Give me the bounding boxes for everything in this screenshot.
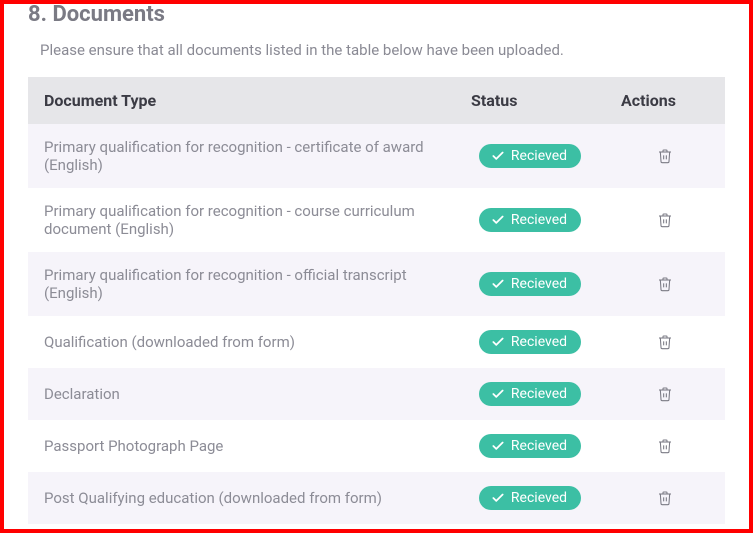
table-row: Primary qualification for recognition - … (28, 188, 725, 252)
document-actions-cell (605, 188, 725, 252)
status-label: Recieved (511, 439, 567, 453)
delete-button[interactable] (653, 382, 677, 406)
column-header-actions: Actions (605, 77, 725, 124)
table-row: Passport Photograph Page Recieved (28, 420, 725, 472)
check-icon (491, 491, 505, 505)
status-label: Recieved (511, 387, 567, 401)
column-header-status: Status (455, 77, 605, 124)
delete-button[interactable] (653, 272, 677, 296)
check-icon (491, 439, 505, 453)
document-status-cell: Recieved (455, 368, 605, 420)
check-icon (491, 387, 505, 401)
document-status-cell: Recieved (455, 316, 605, 368)
section-instructions: Please ensure that all documents listed … (40, 41, 725, 59)
trash-icon (657, 490, 673, 506)
document-status-cell: Recieved (455, 472, 605, 524)
table-row: Qualification (downloaded from form) Rec… (28, 316, 725, 368)
table-row: Primary qualification for recognition - … (28, 252, 725, 316)
document-type-cell: Primary qualification for recognition - … (28, 252, 455, 316)
trash-icon (657, 386, 673, 402)
trash-icon (657, 212, 673, 228)
document-type-cell: Declaration (28, 368, 455, 420)
documents-table: Document Type Status Actions Primary qua… (28, 77, 725, 524)
table-row: Post Qualifying education (downloaded fr… (28, 472, 725, 524)
document-actions-cell (605, 316, 725, 368)
status-badge: Recieved (479, 486, 581, 510)
status-label: Recieved (511, 149, 567, 163)
document-status-cell: Recieved (455, 420, 605, 472)
column-header-type: Document Type (28, 77, 455, 124)
check-icon (491, 277, 505, 291)
trash-icon (657, 334, 673, 350)
delete-button[interactable] (653, 208, 677, 232)
check-icon (491, 149, 505, 163)
document-type-cell: Primary qualification for recognition - … (28, 124, 455, 188)
document-status-cell: Recieved (455, 188, 605, 252)
document-type-cell: Passport Photograph Page (28, 420, 455, 472)
delete-button[interactable] (653, 330, 677, 354)
document-status-cell: Recieved (455, 252, 605, 316)
table-row: Primary qualification for recognition - … (28, 124, 725, 188)
document-actions-cell (605, 420, 725, 472)
status-label: Recieved (511, 335, 567, 349)
check-icon (491, 213, 505, 227)
status-badge: Recieved (479, 434, 581, 458)
document-actions-cell (605, 472, 725, 524)
table-row: Declaration Recieved (28, 368, 725, 420)
document-type-cell: Qualification (downloaded from form) (28, 316, 455, 368)
document-actions-cell (605, 252, 725, 316)
document-actions-cell (605, 368, 725, 420)
status-badge: Recieved (479, 330, 581, 354)
documents-section: 8. Documents Please ensure that all docu… (0, 0, 753, 533)
delete-button[interactable] (653, 486, 677, 510)
delete-button[interactable] (653, 144, 677, 168)
status-badge: Recieved (479, 382, 581, 406)
status-label: Recieved (511, 277, 567, 291)
document-actions-cell (605, 124, 725, 188)
section-title: 8. Documents (28, 2, 725, 27)
trash-icon (657, 276, 673, 292)
trash-icon (657, 438, 673, 454)
document-type-cell: Primary qualification for recognition - … (28, 188, 455, 252)
status-badge: Recieved (479, 208, 581, 232)
status-badge: Recieved (479, 272, 581, 296)
table-header-row: Document Type Status Actions (28, 77, 725, 124)
status-badge: Recieved (479, 144, 581, 168)
check-icon (491, 335, 505, 349)
status-label: Recieved (511, 213, 567, 227)
status-label: Recieved (511, 491, 567, 505)
document-status-cell: Recieved (455, 124, 605, 188)
delete-button[interactable] (653, 434, 677, 458)
trash-icon (657, 148, 673, 164)
document-type-cell: Post Qualifying education (downloaded fr… (28, 472, 455, 524)
